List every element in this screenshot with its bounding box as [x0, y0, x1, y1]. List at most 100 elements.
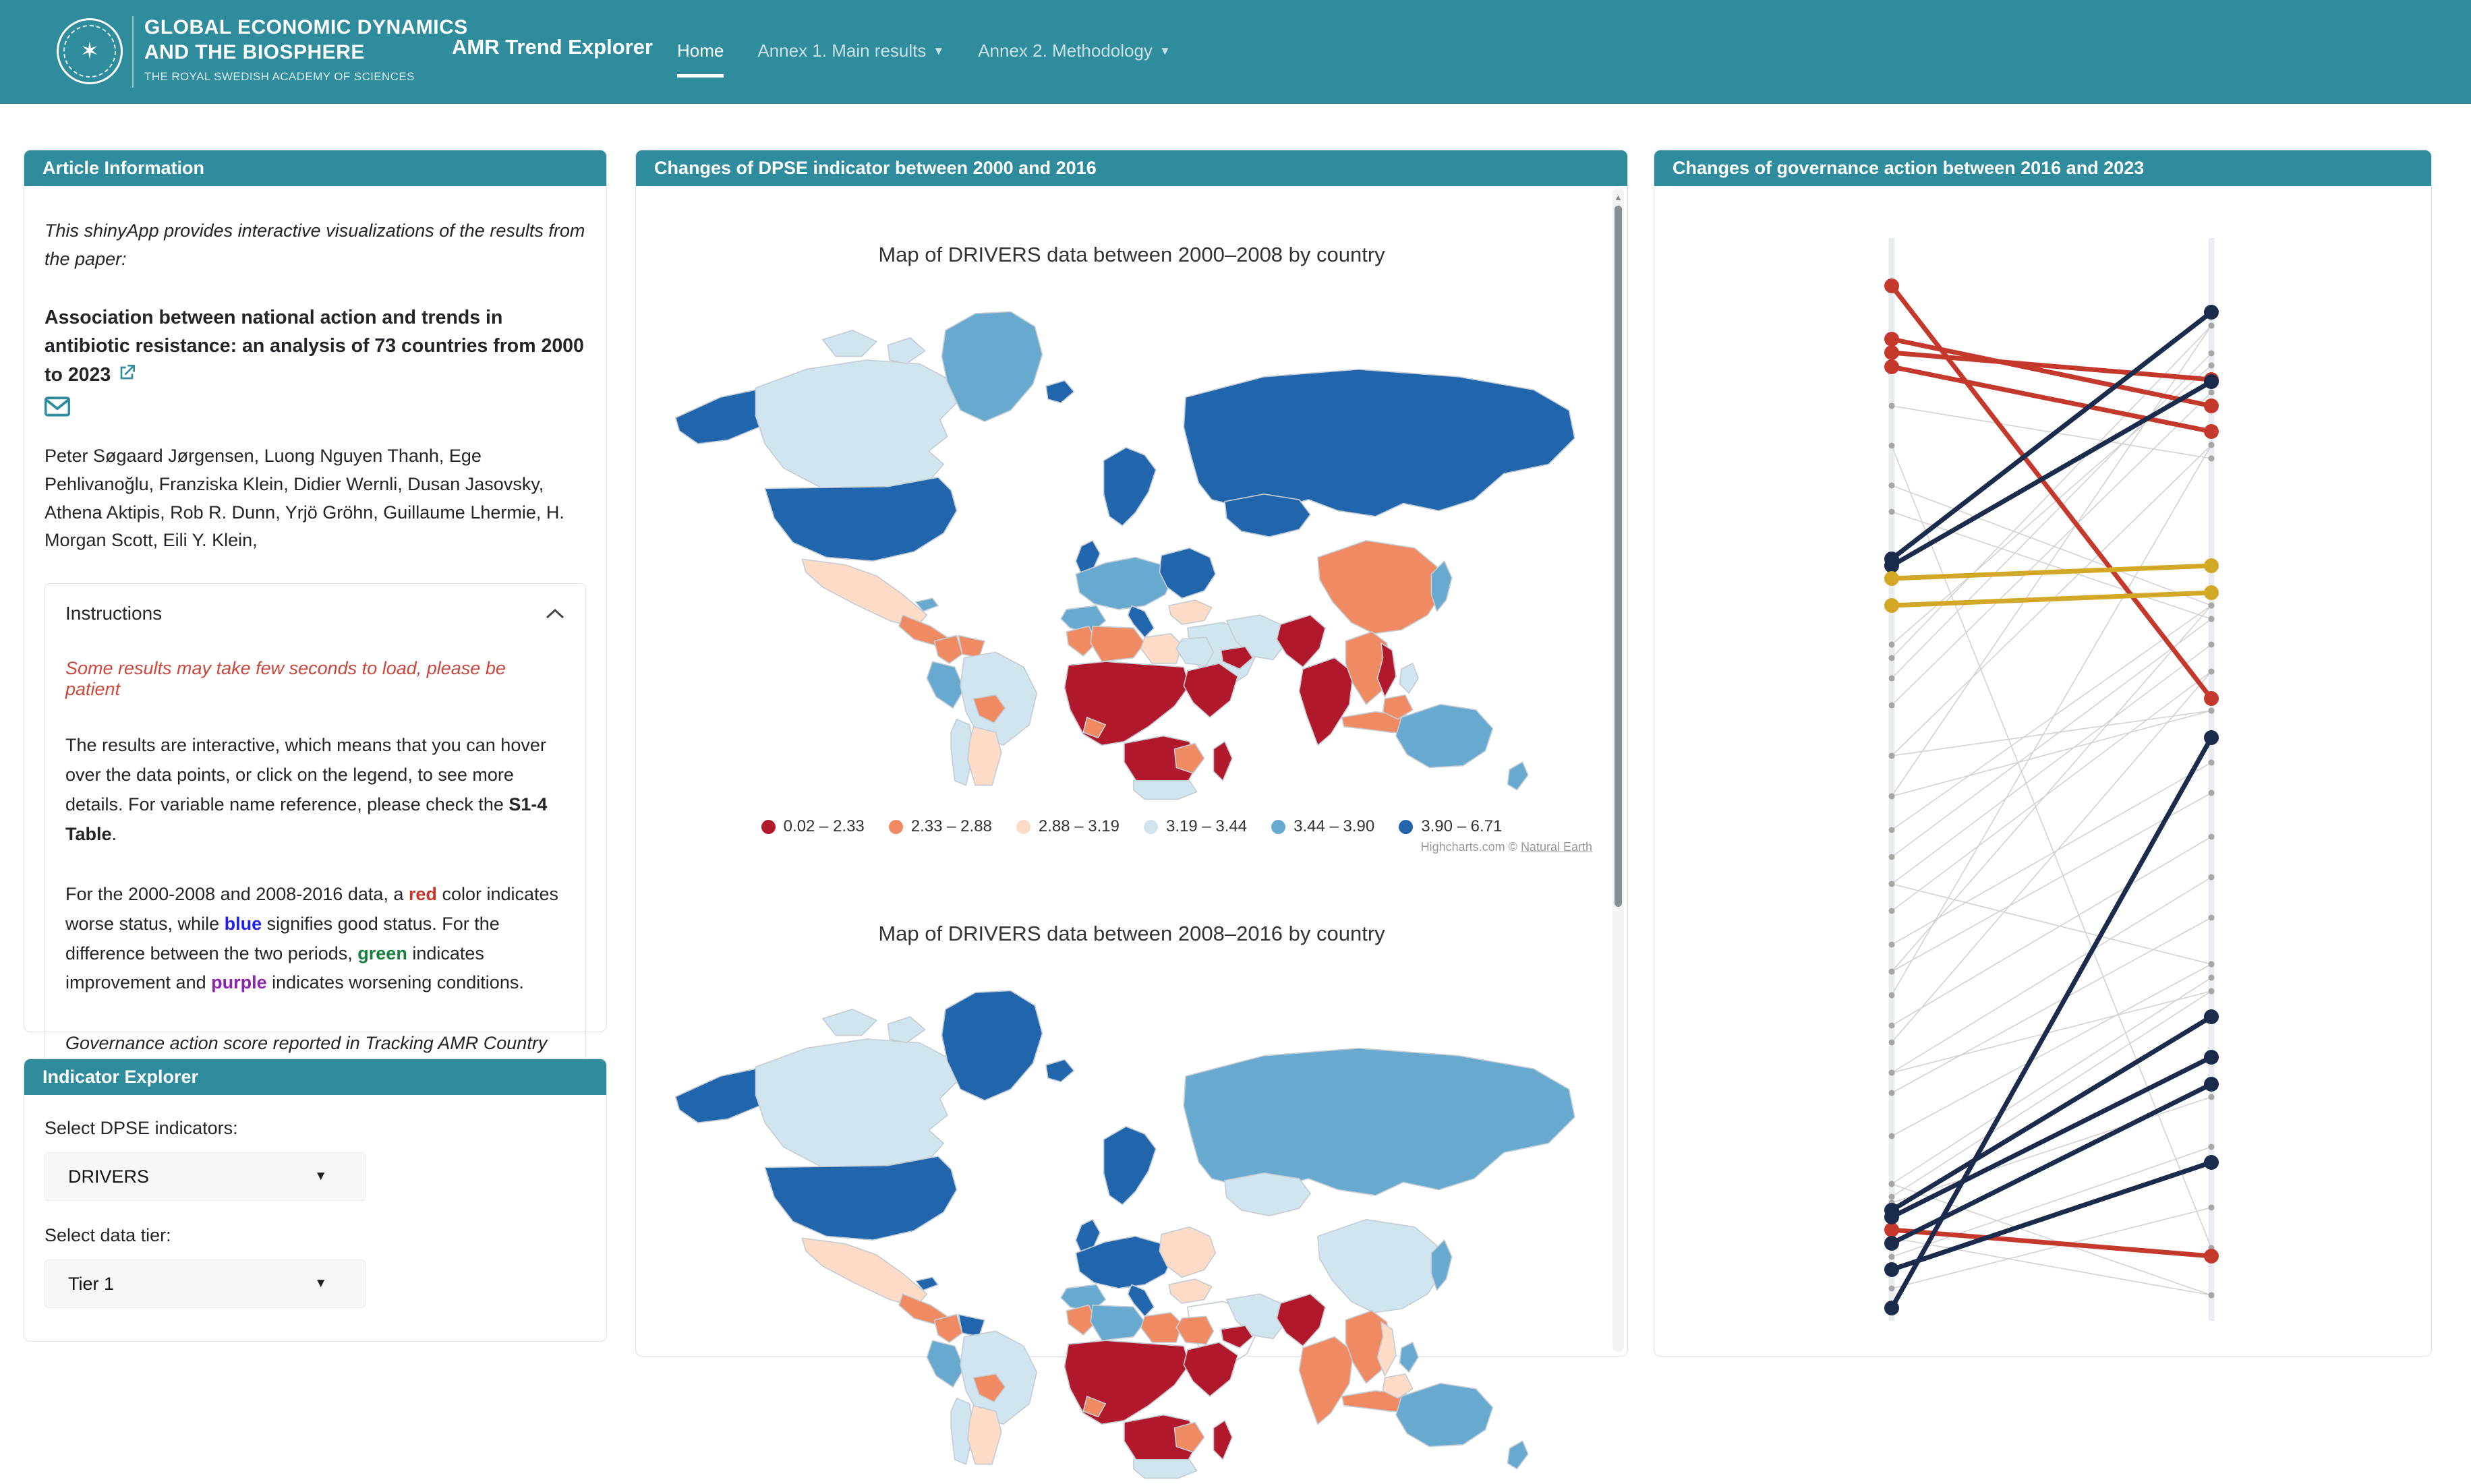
slope-line-background[interactable]	[1891, 1183, 2212, 1296]
slope-line-background[interactable]	[1891, 990, 2212, 1073]
country-australia[interactable]	[1395, 703, 1494, 769]
slope-line-highlight[interactable]	[1889, 336, 2214, 409]
slope-line-highlight[interactable]	[1889, 1055, 2214, 1220]
country-east_africa_patch[interactable]	[1173, 1421, 1205, 1453]
country-turkey[interactable]	[1168, 1278, 1213, 1304]
country-usa[interactable]	[764, 477, 958, 562]
country-usa[interactable]	[764, 1156, 958, 1241]
slope-dot-highlight[interactable]	[1884, 1301, 1899, 1315]
country-colombia[interactable]	[933, 1313, 963, 1343]
country-alaska[interactable]	[674, 389, 769, 445]
slope-line-background[interactable]	[1891, 605, 2212, 831]
governance-slope-chart[interactable]	[1654, 238, 2431, 1321]
slope-line-background[interactable]	[1891, 392, 2212, 706]
slope-line-background[interactable]	[1891, 444, 2212, 996]
slope-line-highlight[interactable]	[1889, 590, 2214, 608]
slope-dot-highlight[interactable]	[1884, 1236, 1899, 1251]
country-east_africa_patch[interactable]	[1173, 742, 1205, 774]
world-map-2008-2016[interactable]	[666, 951, 1597, 1484]
country-horn_africa[interactable]	[1183, 663, 1239, 718]
country-peru[interactable]	[926, 661, 965, 709]
slope-dot-highlight[interactable]	[2204, 398, 2219, 413]
slope-dot-highlight[interactable]	[2204, 691, 2219, 706]
slope-line-highlight[interactable]	[1889, 309, 2214, 562]
slope-line-highlight[interactable]	[1889, 283, 2214, 701]
country-central_asia[interactable]	[1224, 493, 1311, 538]
country-egypt[interactable]	[1175, 636, 1215, 666]
country-afghan_pakistan[interactable]	[1276, 1293, 1326, 1347]
slope-line-background[interactable]	[1891, 990, 2212, 1197]
legend-item[interactable]: 2.88 – 3.19	[1016, 817, 1120, 836]
slope-dot-highlight[interactable]	[1884, 1222, 1899, 1237]
slope-line-background[interactable]	[1891, 1207, 2212, 1289]
slope-line-background[interactable]	[1891, 963, 2212, 1137]
slope-dot-highlight[interactable]	[2204, 1077, 2219, 1092]
data-tier-select[interactable]: Tier 1 ▼	[45, 1259, 366, 1308]
country-west_africa_coast[interactable]	[1082, 717, 1107, 739]
country-europe_core[interactable]	[1075, 556, 1173, 610]
slope-dot-highlight[interactable]	[2204, 558, 2219, 573]
country-southern_africa[interactable]	[1132, 1458, 1198, 1479]
slope-line-background[interactable]	[1891, 836, 2212, 1026]
slope-line-highlight[interactable]	[1889, 1014, 2214, 1213]
slope-dot-highlight[interactable]	[1884, 359, 1899, 374]
country-yemen[interactable]	[1220, 646, 1254, 670]
country-bolivia[interactable]	[972, 694, 1006, 724]
slope-line-background[interactable]	[1891, 605, 2212, 972]
country-arctic_b[interactable]	[887, 337, 926, 365]
slope-line-background[interactable]	[1891, 877, 2212, 1073]
slope-dot-highlight[interactable]	[2204, 1155, 2219, 1170]
country-china[interactable]	[1317, 539, 1443, 634]
external-link-icon[interactable]	[116, 364, 138, 386]
slope-line-highlight[interactable]	[1889, 379, 2214, 568]
slope-line-background[interactable]	[1891, 485, 2212, 606]
slope-line-background[interactable]	[1891, 1096, 2212, 1204]
scrollbar-thumb[interactable]	[1615, 206, 1622, 907]
natural-earth-link[interactable]: Natural Earth	[1520, 840, 1592, 854]
slope-line-background[interactable]	[1891, 671, 2212, 1043]
country-borneo[interactable]	[1382, 694, 1414, 720]
country-japan[interactable]	[1430, 560, 1453, 612]
slope-dot-highlight[interactable]	[1884, 571, 1899, 586]
slope-dot-highlight[interactable]	[2204, 424, 2219, 439]
country-east_europe[interactable]	[1159, 1226, 1217, 1278]
slope-line-background[interactable]	[1891, 644, 2212, 885]
slope-dot-highlight[interactable]	[2204, 1009, 2219, 1024]
country-japan[interactable]	[1430, 1239, 1453, 1291]
slope-dot-highlight[interactable]	[1884, 558, 1899, 573]
country-argentina[interactable]	[967, 1404, 1002, 1465]
legend-item[interactable]: 3.90 – 6.71	[1399, 817, 1502, 836]
country-southern_africa[interactable]	[1132, 779, 1198, 800]
country-arctic_a[interactable]	[822, 330, 877, 357]
country-china[interactable]	[1317, 1218, 1443, 1313]
slope-line-highlight[interactable]	[1889, 735, 2214, 1311]
country-caribbean[interactable]	[915, 1276, 939, 1291]
country-europe_core[interactable]	[1075, 1235, 1173, 1289]
country-canada[interactable]	[755, 359, 958, 489]
slope-line-background[interactable]	[1891, 671, 2212, 912]
slope-line-background[interactable]	[1891, 762, 2212, 945]
slope-line-background[interactable]	[1891, 1237, 2212, 1296]
country-caribbean[interactable]	[915, 597, 939, 612]
country-libya[interactable]	[1140, 1311, 1183, 1343]
slope-line-background[interactable]	[1891, 405, 2212, 459]
country-iceland[interactable]	[1045, 1059, 1075, 1083]
slope-line-highlight[interactable]	[1889, 1160, 2214, 1272]
slope-dot-highlight[interactable]	[2204, 730, 2219, 745]
nav-item-annex-2-methodology[interactable]: Annex 2. Methodology ▼	[978, 40, 1171, 61]
country-colombia[interactable]	[933, 634, 963, 664]
slope-dot-highlight[interactable]	[1884, 278, 1899, 293]
instructions-accordion-header[interactable]: Instructions	[65, 603, 565, 624]
slope-dot-highlight[interactable]	[2204, 374, 2219, 389]
country-egypt[interactable]	[1175, 1315, 1215, 1345]
country-greenland[interactable]	[941, 990, 1043, 1101]
slope-line-background[interactable]	[1891, 977, 2212, 1185]
country-arctic_a[interactable]	[822, 1009, 877, 1036]
slope-dot-highlight[interactable]	[1884, 332, 1899, 347]
mail-icon[interactable]	[45, 396, 586, 417]
country-east_europe[interactable]	[1159, 547, 1217, 599]
country-morocco[interactable]	[1066, 625, 1097, 657]
country-afghan_pakistan[interactable]	[1276, 614, 1326, 668]
country-madagascar[interactable]	[1213, 741, 1233, 781]
country-scandinavia[interactable]	[1103, 1125, 1157, 1206]
